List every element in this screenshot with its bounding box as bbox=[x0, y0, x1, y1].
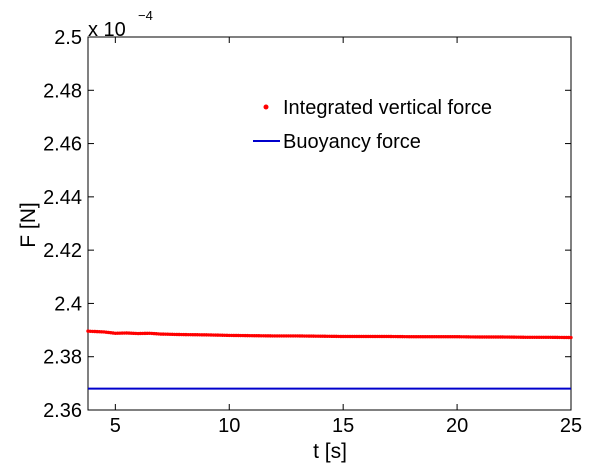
x-tick-label: 5 bbox=[110, 415, 121, 437]
axis-ticks: 5 10 15 20 25 2.36 2.38 2.4 2.42 2.44 2.46 2.48 2.5 bbox=[43, 27, 582, 437]
x-tick-label: 20 bbox=[446, 415, 468, 437]
legend-label-buoyancy-force: Buoyancy force bbox=[283, 131, 421, 153]
y-tick-label: 2.36 bbox=[43, 400, 82, 422]
y-tick-label: 2.4 bbox=[54, 293, 82, 315]
legend-marker-integrated-vertical-force bbox=[263, 104, 269, 110]
y-tick-label: 2.46 bbox=[43, 134, 82, 156]
axes-frame bbox=[87, 36, 572, 411]
x-tick-label: 10 bbox=[218, 415, 240, 437]
y-tick-label: 2.5 bbox=[54, 27, 82, 49]
y-tick-label: 2.48 bbox=[43, 80, 82, 102]
y-tick-label: 2.44 bbox=[43, 187, 82, 209]
y-tick-label: 2.42 bbox=[43, 240, 82, 262]
y-tick-label: 2.38 bbox=[43, 347, 82, 369]
force-data-point bbox=[569, 335, 573, 340]
y-axis-multiplier: x 10 bbox=[88, 19, 126, 41]
legend: Integrated vertical force Buoyancy force bbox=[253, 97, 492, 153]
x-tick-label: 25 bbox=[560, 415, 582, 437]
legend-dot bbox=[263, 104, 269, 110]
y-axis-exponent: −4 bbox=[138, 8, 153, 23]
x-axis-label: t [s] bbox=[313, 440, 347, 463]
legend-label-integrated-vertical-force: Integrated vertical force bbox=[283, 97, 492, 119]
x-tick-label: 15 bbox=[332, 415, 354, 437]
plot-area bbox=[86, 329, 573, 390]
y-axis-label: F [N] bbox=[17, 202, 40, 248]
